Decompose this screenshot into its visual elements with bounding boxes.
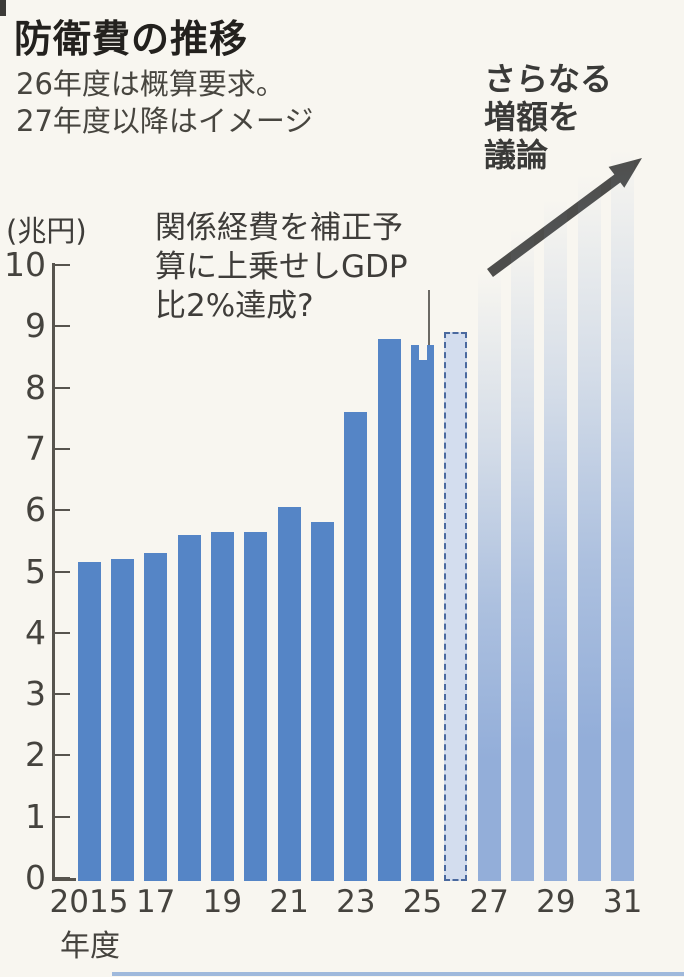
- future-increase-line3: 議論: [484, 136, 549, 174]
- y-tick-6: [55, 509, 70, 512]
- y-tick-label-1: 1: [25, 796, 46, 836]
- x-tick-label-29: 29: [536, 884, 576, 920]
- y-tick-9: [55, 325, 70, 328]
- x-tick-label-2015: 2015: [49, 884, 129, 920]
- y-tick-4: [55, 631, 70, 634]
- future-increase-annotation: さらなる 増額を 議論: [484, 60, 612, 174]
- bar-16: [110, 559, 134, 881]
- gdp-annotation-line3: 比2%達成?: [155, 288, 314, 324]
- y-axis-line: [52, 263, 55, 881]
- x-tick-label-23: 23: [336, 884, 376, 920]
- y-tick-1: [55, 815, 70, 818]
- x-tick-label-31: 31: [602, 884, 643, 920]
- bar-21: [277, 507, 301, 881]
- x-tick-label-27: 27: [469, 884, 509, 920]
- scan-corner-artifact: [0, 0, 6, 16]
- y-tick-3: [55, 693, 70, 696]
- bar-24: [377, 338, 401, 881]
- annotation-leader-line: [428, 290, 430, 358]
- chart-subtitle-line1: 26年度は概算要求。: [16, 67, 285, 101]
- bar-25-leader-notch: [418, 344, 427, 360]
- bar-29: [544, 197, 568, 881]
- y-tick-label-6: 6: [25, 490, 46, 530]
- chart-subtitle: 26年度は概算要求。 27年度以降はイメージ: [16, 66, 313, 140]
- bar-2015: [77, 562, 101, 881]
- y-tick-8: [55, 386, 70, 389]
- bar-18: [177, 534, 201, 881]
- bar-19: [210, 531, 234, 881]
- x-axis-foot: [52, 878, 76, 881]
- y-tick-label-3: 3: [25, 674, 46, 714]
- bottom-blue-rule: [112, 972, 684, 976]
- y-tick-2: [55, 754, 70, 757]
- gdp-annotation-line2: 算に上乗せしGDP: [155, 249, 408, 285]
- bar-30: [577, 173, 601, 881]
- bar-26: [444, 332, 468, 881]
- bar-27: [477, 271, 501, 881]
- x-tick-label-25: 25: [402, 884, 443, 920]
- y-tick-label-9: 9: [25, 306, 46, 346]
- bar-20: [244, 531, 268, 881]
- y-tick-label-10: 10: [4, 245, 46, 284]
- y-tick-label-7: 7: [25, 428, 46, 468]
- y-tick-7: [55, 447, 70, 450]
- y-tick-5: [55, 570, 70, 573]
- future-increase-line2: 増額を: [484, 98, 581, 136]
- bar-23: [344, 412, 368, 881]
- bar-25: [411, 344, 434, 881]
- future-increase-line1: さらなる: [484, 60, 613, 98]
- x-tick-label-19: 19: [202, 884, 243, 920]
- bar-17: [144, 553, 168, 881]
- chart-title: 防衛費の推移: [14, 17, 249, 61]
- chart-subtitle-line2: 27年度以降はイメージ: [16, 104, 314, 138]
- gdp-annotation: 関係経費を補正予 算に上乗せしGDP 比2%達成?: [155, 209, 408, 326]
- y-tick-label-2: 2: [25, 735, 46, 775]
- gdp-annotation-line1: 関係経費を補正予: [155, 210, 403, 246]
- y-tick-0: [55, 877, 70, 879]
- y-tick-label-8: 8: [25, 367, 46, 407]
- y-tick-label-5: 5: [25, 551, 46, 591]
- bar-22: [310, 522, 334, 881]
- y-tick-10: [55, 264, 70, 266]
- bar-28: [511, 228, 535, 881]
- x-tick-label-21: 21: [269, 884, 309, 920]
- x-axis-suffix-label: 年度: [60, 929, 120, 964]
- y-tick-label-4: 4: [25, 612, 46, 652]
- bar-31: [611, 148, 635, 881]
- y-tick-label-0: 0: [25, 858, 46, 897]
- x-tick-label-17: 17: [135, 884, 176, 920]
- y-axis-unit-label: (兆円): [6, 214, 87, 248]
